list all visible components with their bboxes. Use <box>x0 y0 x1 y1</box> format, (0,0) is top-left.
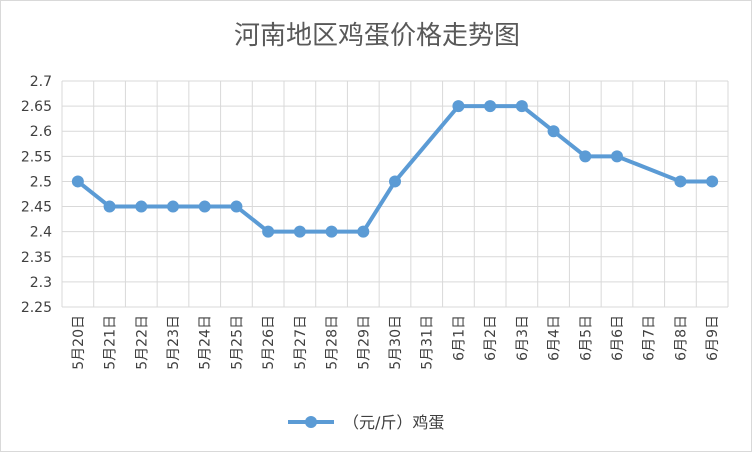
y-tick-label: 2.25 <box>21 300 52 316</box>
x-tick-label: 5月20日 <box>71 315 87 370</box>
x-tick-label: 6月5日 <box>578 315 594 361</box>
x-tick-label: 5月22日 <box>134 315 150 370</box>
x-tick-label: 5月30日 <box>388 315 404 370</box>
x-tick-label: 5月24日 <box>198 315 214 370</box>
data-point <box>198 200 211 213</box>
data-point <box>611 150 623 163</box>
x-tick-label: 6月9日 <box>705 315 721 361</box>
data-point <box>357 225 370 238</box>
x-axis: 5月20日 5月21日 5月22日 5月23日 5月24日 5月25日 5月26日 5月27日… <box>71 315 721 370</box>
legend: （元/斤）鸡蛋 <box>288 413 444 432</box>
y-tick-label: 2.55 <box>21 149 52 165</box>
data-point <box>706 175 719 188</box>
data-point <box>325 225 338 238</box>
x-tick-label: 6月3日 <box>515 315 531 361</box>
x-tick-label: 6月8日 <box>673 315 689 361</box>
x-tick-label: 6月1日 <box>451 315 467 361</box>
data-point <box>135 200 148 213</box>
y-tick-label: 2.6 <box>30 124 52 140</box>
x-tick-label: 6月7日 <box>642 315 658 361</box>
x-tick-label: 5月29日 <box>356 315 372 370</box>
x-tick-label: 6月4日 <box>547 315 563 361</box>
data-point <box>389 175 401 188</box>
y-tick-label: 2.45 <box>21 200 52 216</box>
data-point <box>103 200 116 213</box>
data-point <box>230 200 243 213</box>
data-point <box>547 125 560 138</box>
y-tick-label: 2.4 <box>30 225 52 241</box>
data-point <box>293 225 306 238</box>
data-point <box>674 175 687 188</box>
x-tick-label: 5月21日 <box>103 315 119 370</box>
x-tick-label: 5月26日 <box>261 315 277 370</box>
data-point <box>262 225 275 238</box>
legend-point-marker <box>305 416 317 428</box>
data-point <box>167 200 179 213</box>
y-tick-label: 2.3 <box>30 275 52 291</box>
series-group <box>71 100 719 238</box>
x-tick-label: 5月25日 <box>229 315 245 370</box>
x-tick-label: 5月27日 <box>293 315 309 370</box>
y-tick-label: 2.35 <box>21 250 52 266</box>
data-point <box>71 175 84 188</box>
gridlines <box>61 80 729 308</box>
x-tick-label: 5月31日 <box>420 315 436 370</box>
legend-label: （元/斤）鸡蛋 <box>343 413 444 432</box>
x-tick-label: 5月23日 <box>166 315 182 370</box>
chart-title: 河南地区鸡蛋价格走势图 <box>234 21 520 51</box>
y-tick-label: 2.65 <box>21 99 52 115</box>
x-tick-label: 6月6日 <box>610 315 626 361</box>
y-tick-label: 2.5 <box>30 174 52 190</box>
y-axis: 2.25 2.3 2.35 2.4 2.45 2.5 2.55 2.6 2.65 2.7 <box>21 74 52 316</box>
x-tick-label: 5月28日 <box>325 315 341 370</box>
data-point <box>579 150 592 163</box>
data-point <box>452 100 465 113</box>
data-point <box>515 100 528 113</box>
y-tick-label: 2.7 <box>30 74 52 90</box>
x-tick-label: 6月2日 <box>483 315 499 361</box>
data-point <box>484 100 497 113</box>
series-line <box>76 104 713 234</box>
